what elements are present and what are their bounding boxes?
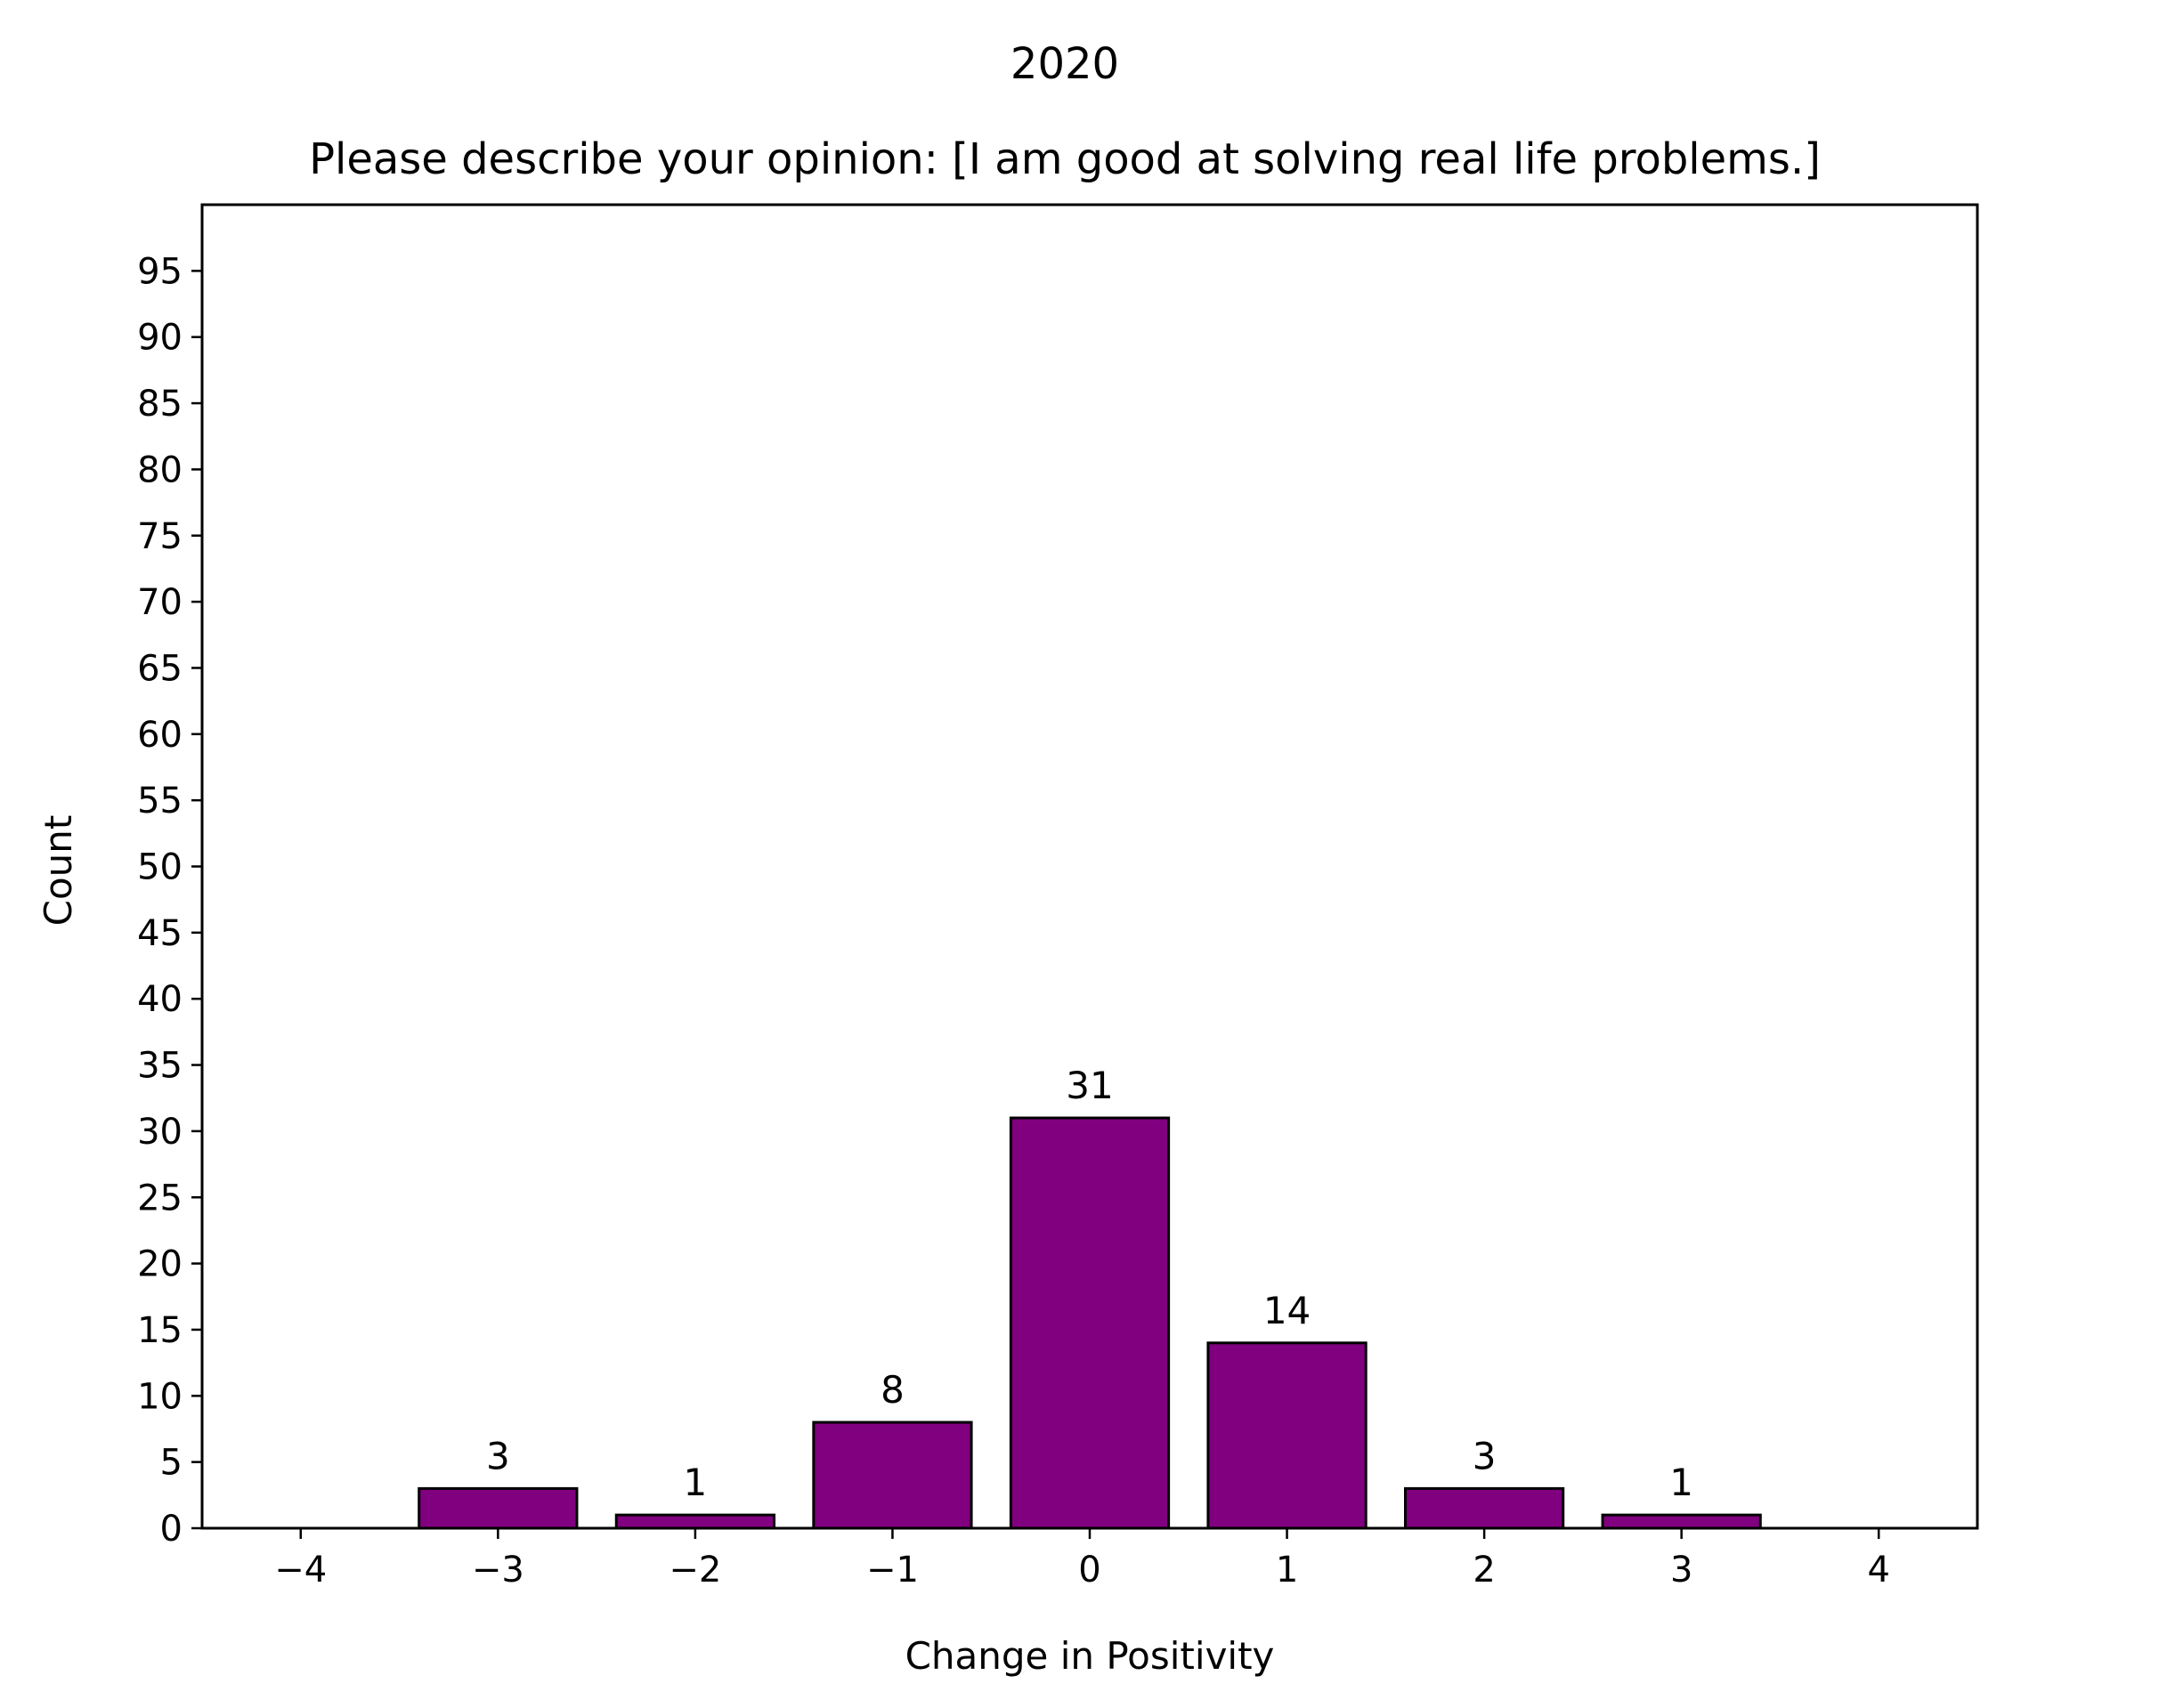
x-tick-label: 0	[1078, 1550, 1100, 1591]
y-tick-label: 60	[137, 715, 183, 756]
y-tick-label: 35	[137, 1046, 183, 1087]
bar	[1601, 1513, 1762, 1530]
x-tick-label: −1	[866, 1550, 919, 1591]
x-tick-label: −2	[669, 1550, 721, 1591]
y-tick-label: 70	[137, 582, 183, 623]
x-tick-label: 3	[1670, 1550, 1692, 1591]
bar-value-label: 3	[1473, 1434, 1497, 1477]
y-tick-label: 30	[137, 1112, 183, 1153]
bar-value-label: 31	[1066, 1064, 1113, 1107]
bar	[614, 1513, 776, 1530]
y-tick-label: 0	[160, 1509, 183, 1550]
x-axis-label: Change in Positivity	[905, 1634, 1275, 1678]
x-tick-label: −4	[274, 1550, 327, 1591]
y-axis-ticks: 0 5 10 15 20 25 30 35 40 45 50 55 60 65 70 75 80 85 90 95	[137, 251, 202, 1550]
y-tick-label: 55	[137, 781, 183, 822]
chart-suptitle: 2020	[1010, 39, 1119, 89]
y-tick-label: 50	[137, 847, 183, 888]
y-tick-label: 40	[137, 979, 183, 1020]
y-tick-label: 5	[160, 1443, 183, 1484]
bar-value-label: 1	[684, 1461, 708, 1504]
chart-title: Please describe your opinion: [I am good…	[309, 134, 1821, 184]
bar	[1403, 1486, 1565, 1530]
y-tick-label: 85	[137, 384, 183, 425]
x-tick-label: 4	[1867, 1550, 1889, 1591]
bar	[1009, 1116, 1171, 1530]
y-tick-label: 10	[137, 1376, 183, 1417]
y-tick-label: 15	[137, 1310, 183, 1351]
plot-frame	[200, 203, 1979, 1530]
y-tick-label: 75	[137, 516, 183, 557]
x-tick-label: 2	[1473, 1550, 1495, 1591]
bar-value-label: 3	[486, 1434, 510, 1477]
y-tick-label: 45	[137, 913, 183, 954]
y-tick-label: 25	[137, 1178, 183, 1218]
bar	[1206, 1341, 1368, 1530]
x-axis-ticks: −4 −3 −2 −1 0 1 2 3 4	[274, 1528, 1890, 1591]
bar	[418, 1486, 579, 1530]
bar-value-label: 1	[1669, 1461, 1693, 1504]
bar-value-label: 8	[881, 1368, 905, 1412]
x-tick-label: 1	[1276, 1550, 1298, 1591]
y-tick-label: 95	[137, 251, 183, 292]
x-tick-label: −3	[472, 1550, 524, 1591]
bar	[812, 1421, 973, 1530]
bar-value-label: 14	[1263, 1289, 1311, 1332]
y-tick-label: 90	[137, 318, 183, 359]
y-tick-label: 20	[137, 1244, 183, 1285]
y-tick-label: 65	[137, 648, 183, 689]
y-axis-label: Count	[37, 815, 80, 927]
bars	[418, 1116, 1762, 1530]
y-tick-label: 80	[137, 449, 183, 490]
